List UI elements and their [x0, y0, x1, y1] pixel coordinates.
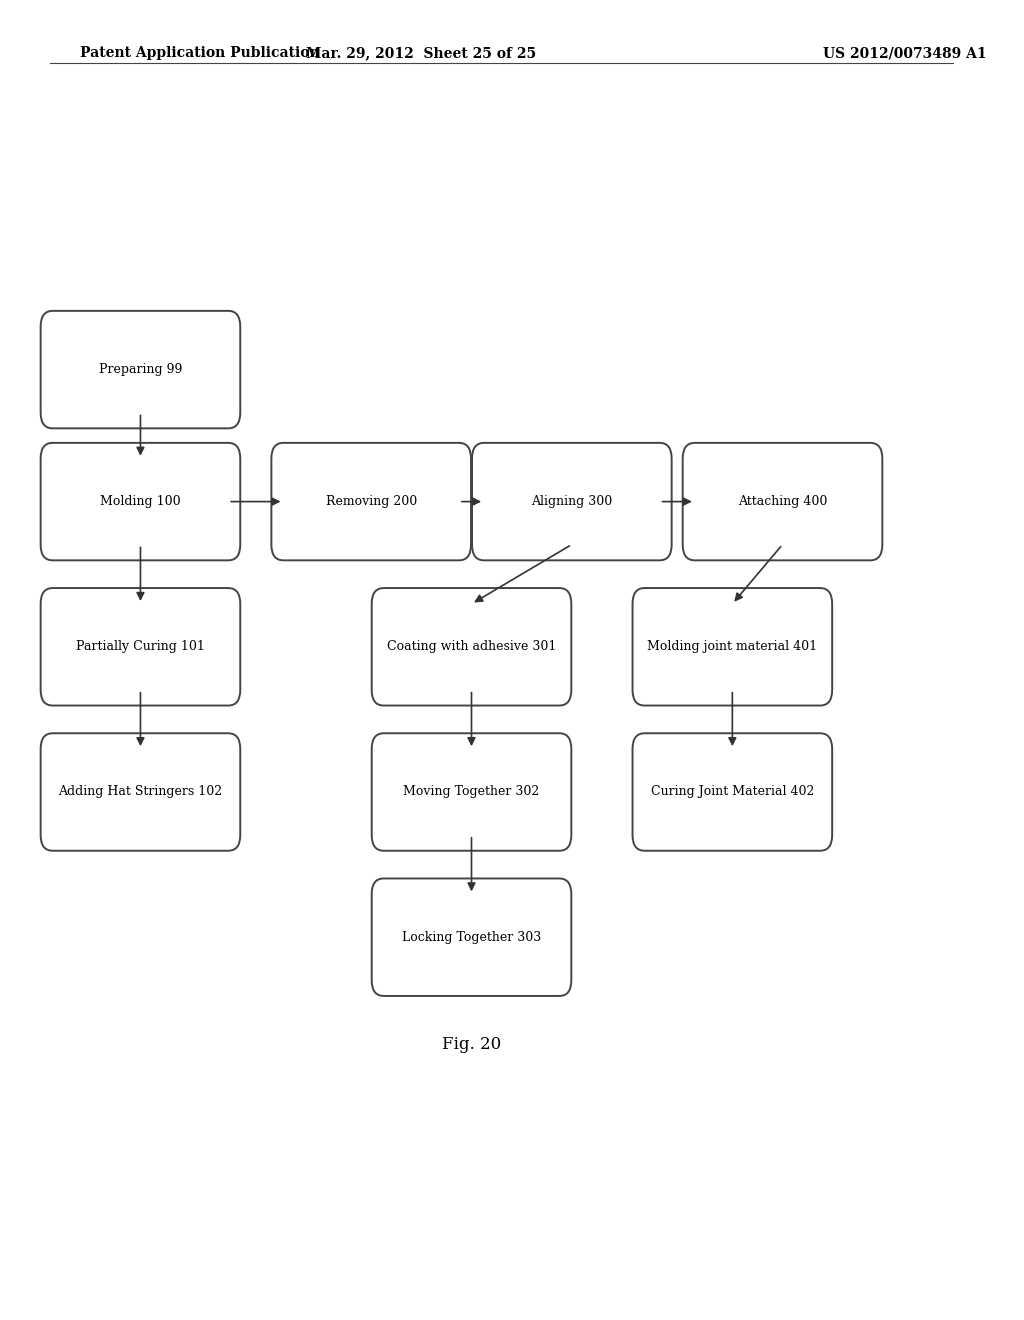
Text: Removing 200: Removing 200	[326, 495, 417, 508]
Text: Coating with adhesive 301: Coating with adhesive 301	[387, 640, 556, 653]
FancyBboxPatch shape	[271, 444, 471, 560]
FancyBboxPatch shape	[41, 444, 241, 560]
FancyBboxPatch shape	[41, 734, 241, 850]
Text: US 2012/0073489 A1: US 2012/0073489 A1	[822, 46, 986, 61]
FancyBboxPatch shape	[372, 879, 571, 997]
FancyBboxPatch shape	[633, 589, 833, 705]
Text: Aligning 300: Aligning 300	[531, 495, 612, 508]
Text: Preparing 99: Preparing 99	[98, 363, 182, 376]
Text: Curing Joint Material 402: Curing Joint Material 402	[650, 785, 814, 799]
FancyBboxPatch shape	[472, 444, 672, 560]
Text: Attaching 400: Attaching 400	[738, 495, 827, 508]
FancyBboxPatch shape	[683, 444, 883, 560]
Text: Adding Hat Stringers 102: Adding Hat Stringers 102	[58, 785, 222, 799]
Text: Molding 100: Molding 100	[100, 495, 181, 508]
FancyBboxPatch shape	[633, 734, 833, 850]
FancyBboxPatch shape	[41, 589, 241, 705]
Text: Molding joint material 401: Molding joint material 401	[647, 640, 817, 653]
FancyBboxPatch shape	[372, 589, 571, 705]
Text: Mar. 29, 2012  Sheet 25 of 25: Mar. 29, 2012 Sheet 25 of 25	[306, 46, 537, 61]
Text: Partially Curing 101: Partially Curing 101	[76, 640, 205, 653]
FancyBboxPatch shape	[372, 734, 571, 850]
FancyBboxPatch shape	[41, 312, 241, 428]
Text: Fig. 20: Fig. 20	[442, 1036, 501, 1053]
Text: Patent Application Publication: Patent Application Publication	[80, 46, 319, 61]
Text: Moving Together 302: Moving Together 302	[403, 785, 540, 799]
Text: Locking Together 303: Locking Together 303	[401, 931, 541, 944]
